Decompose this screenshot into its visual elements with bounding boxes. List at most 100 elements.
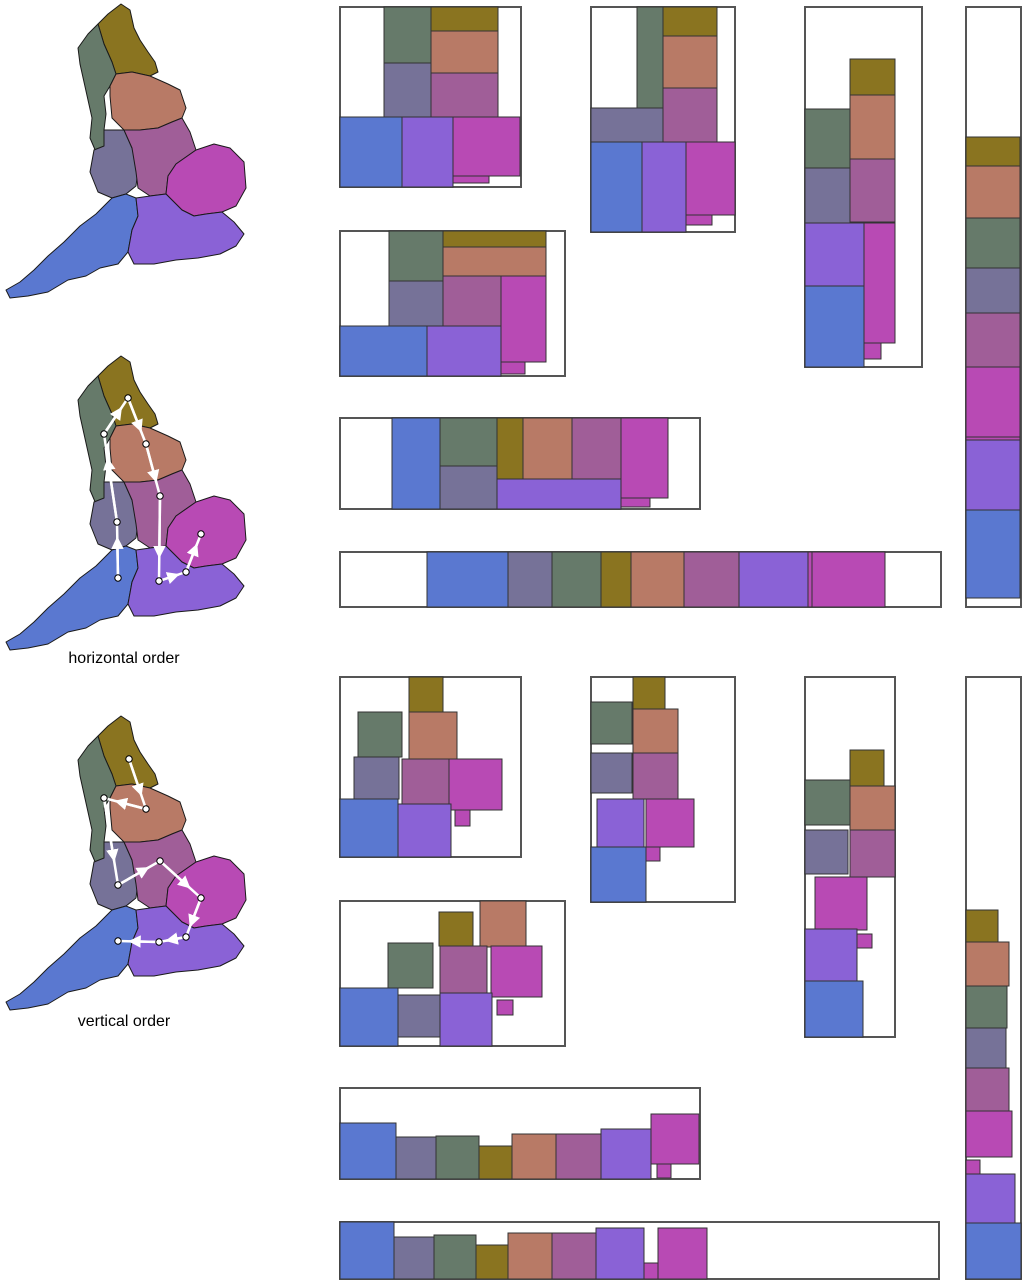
region-yh-rect xyxy=(965,165,1021,219)
region-ln-rect xyxy=(496,999,514,1016)
horizontal-order-arrow xyxy=(103,457,119,523)
region-nw-rect xyxy=(357,711,403,758)
horizontal-order-arrow xyxy=(184,543,199,573)
region-nw-rect xyxy=(383,6,432,64)
region-ln-rect xyxy=(965,1159,981,1175)
panel-h5 xyxy=(339,230,566,377)
horizontal-order-node xyxy=(142,440,150,448)
region-wm-rect xyxy=(804,167,851,224)
region-wm-rect xyxy=(590,752,633,794)
horizontal-order-caption: horizontal order xyxy=(68,650,180,667)
horizontal-order-arrow xyxy=(153,495,166,559)
region-ln-rect xyxy=(685,214,713,226)
vertical-order-node xyxy=(197,894,205,902)
vertical-order-arrow xyxy=(114,797,147,811)
panel-v2 xyxy=(590,676,736,903)
region-ln-rect xyxy=(454,809,471,827)
vertical-order-arrow xyxy=(102,797,119,862)
region-sw-rect xyxy=(339,1221,395,1280)
region-sw-rect xyxy=(804,285,865,368)
region-nw-rect xyxy=(804,779,851,826)
panel-v6 xyxy=(339,1087,701,1180)
panel-h1 xyxy=(339,6,522,188)
region-wm-rect xyxy=(395,1136,437,1180)
region-ee-rect xyxy=(657,1227,708,1280)
region-ee-rect xyxy=(965,1110,1013,1158)
region-ne-rect xyxy=(662,6,718,37)
region-yh-rect xyxy=(408,711,458,760)
region-sw-rect xyxy=(965,509,1021,599)
horizontal-order-arrow xyxy=(102,407,123,435)
horizontal-order-node xyxy=(156,492,164,500)
region-ne-rect xyxy=(496,417,524,480)
vertical-order-node xyxy=(142,805,150,813)
region-se-rect xyxy=(426,325,502,377)
region-ee-rect xyxy=(500,275,547,363)
region-sw-rect xyxy=(804,980,864,1038)
region-yh-rect xyxy=(849,94,896,160)
region-em-rect xyxy=(401,758,450,805)
region-se-rect xyxy=(804,928,858,982)
region-ne-rect xyxy=(442,230,547,248)
region-sw-rect xyxy=(339,116,403,188)
region-ln-rect xyxy=(856,933,873,949)
region-wm-rect xyxy=(804,829,849,875)
panel-v7 xyxy=(339,1221,940,1280)
region-yh-rect xyxy=(430,30,499,74)
vertical-order-node xyxy=(114,881,122,889)
region-se-rect xyxy=(600,1128,652,1180)
horizontal-order-node xyxy=(155,577,163,585)
region-se-rect xyxy=(595,1227,645,1280)
map-region-sw xyxy=(5,193,139,299)
region-wm-rect xyxy=(353,756,400,800)
panel-v1 xyxy=(339,676,522,858)
vertical-order-caption: vertical order xyxy=(77,1013,171,1030)
region-ln-rect xyxy=(500,361,526,375)
horizontal-order-node xyxy=(197,530,205,538)
region-nw-rect xyxy=(965,217,1021,269)
vertical-order-arrow xyxy=(128,935,160,948)
region-yh-rect xyxy=(507,1232,553,1280)
region-em-rect xyxy=(555,1133,602,1180)
panel-v3 xyxy=(804,676,896,1038)
region-ee-rect xyxy=(448,758,503,811)
region-se-rect xyxy=(439,992,493,1047)
region-ne-rect xyxy=(438,911,474,947)
region-sw-rect xyxy=(339,987,399,1047)
horizontal-order-node xyxy=(113,518,121,526)
region-yh-rect xyxy=(965,941,1010,987)
region-ne-rect xyxy=(849,58,896,96)
region-em-rect xyxy=(571,417,622,480)
region-nw-rect xyxy=(551,551,602,608)
england-map-vertical xyxy=(5,715,247,1011)
region-em-rect xyxy=(965,1067,1010,1112)
region-em-rect xyxy=(442,275,503,327)
region-yh-rect xyxy=(849,785,896,831)
map-region-se xyxy=(127,193,245,265)
region-ne-rect xyxy=(849,749,885,787)
region-nw-rect xyxy=(388,230,444,282)
vertical-order-arrow xyxy=(127,758,144,797)
map-region-se xyxy=(127,905,245,977)
vertical-order-node xyxy=(155,938,163,946)
region-ne-rect xyxy=(600,551,632,608)
region-ee-rect xyxy=(811,551,886,608)
region-wm-rect xyxy=(965,1027,1007,1069)
region-ee-rect xyxy=(490,945,543,998)
region-ee-rect xyxy=(814,876,868,931)
region-wm-rect xyxy=(507,551,553,608)
region-se-rect xyxy=(738,551,809,608)
region-se-rect xyxy=(596,798,645,848)
region-yh-rect xyxy=(522,417,573,480)
region-ne-rect xyxy=(478,1145,513,1180)
horizontal-order-arrow xyxy=(144,443,160,483)
region-ne-rect xyxy=(475,1244,509,1280)
region-yh-rect xyxy=(511,1133,557,1180)
region-wm-rect xyxy=(388,280,444,327)
region-nw-rect xyxy=(636,6,664,109)
region-ee-rect xyxy=(965,366,1021,438)
panel-v4 xyxy=(965,676,1022,1280)
vertical-order-node xyxy=(100,794,108,802)
region-wm-rect xyxy=(590,107,664,143)
